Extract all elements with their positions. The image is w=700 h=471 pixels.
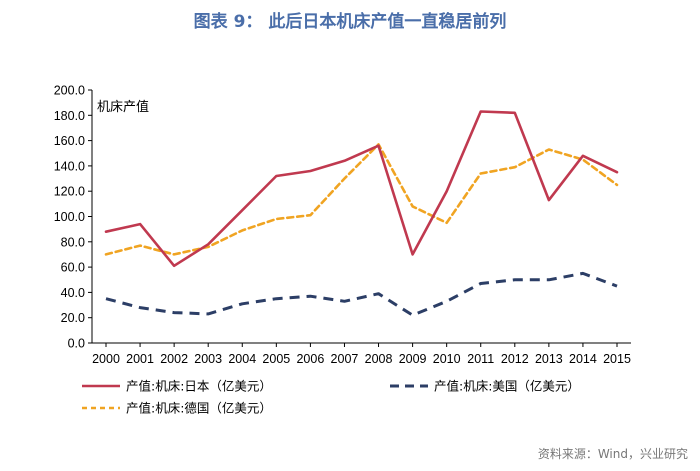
- x-tick-label: 2012: [501, 352, 529, 366]
- x-tick-label: 2003: [194, 352, 222, 366]
- x-tick-label: 2002: [160, 352, 188, 366]
- x-tick-label: 2013: [535, 352, 563, 366]
- y-tick-label: 80.0: [61, 235, 85, 249]
- x-tick-label: 2000: [92, 352, 120, 366]
- y-tick-label: 120.0: [54, 185, 85, 199]
- legend: 产值:机床:日本（亿美元） 产值:机床:美国（亿美元） 产值:机床:德国（亿美元）: [82, 379, 580, 416]
- axes: 0.0 20.0 40.0 60.0 80.0 100.0 120.0 140.0 160.0 1…: [54, 84, 631, 366]
- series-line-japan: [104, 110, 619, 268]
- y-tick-label: 180.0: [54, 109, 85, 123]
- x-tick-label: 2004: [228, 352, 256, 366]
- x-tick-label: 2010: [433, 352, 461, 366]
- y-tick-label: 0.0: [68, 337, 85, 351]
- x-tick-label: 2009: [399, 352, 427, 366]
- y-tick-label: 100.0: [54, 210, 85, 224]
- y-tick-label: 140.0: [54, 159, 85, 173]
- series-layer: [104, 110, 619, 317]
- y-tick-label: 20.0: [61, 311, 85, 325]
- source-note: 资料来源：Wind，兴业研究: [538, 446, 688, 461]
- x-tick-label: 2011: [467, 352, 494, 366]
- legend-label: 产值:机床:日本（亿美元）: [126, 379, 272, 394]
- legend-label: 产值:机床:德国（亿美元）: [126, 401, 272, 416]
- y-axis-label: 机床产值: [97, 99, 149, 115]
- x-tick-label: 2007: [331, 352, 359, 366]
- y-tick-label: 60.0: [61, 261, 85, 275]
- y-tick-label: 40.0: [61, 286, 85, 300]
- legend-label: 产值:机床:美国（亿美元）: [434, 379, 580, 394]
- x-tick-label: 2014: [569, 352, 597, 366]
- x-tick-label: 2015: [603, 352, 631, 366]
- y-tick-label: 200.0: [54, 84, 85, 98]
- x-tick-label: 2008: [365, 352, 393, 366]
- x-tick-label: 2001: [126, 352, 154, 366]
- x-tick-label: 2006: [296, 352, 324, 366]
- x-tick-label: 2005: [262, 352, 290, 366]
- series-line-germany: [104, 143, 619, 256]
- chart-title: 图表 9： 此后日本机床产值一直稳居前列: [194, 11, 507, 32]
- y-tick-label: 160.0: [54, 134, 85, 148]
- series-line-usa: [105, 271, 618, 317]
